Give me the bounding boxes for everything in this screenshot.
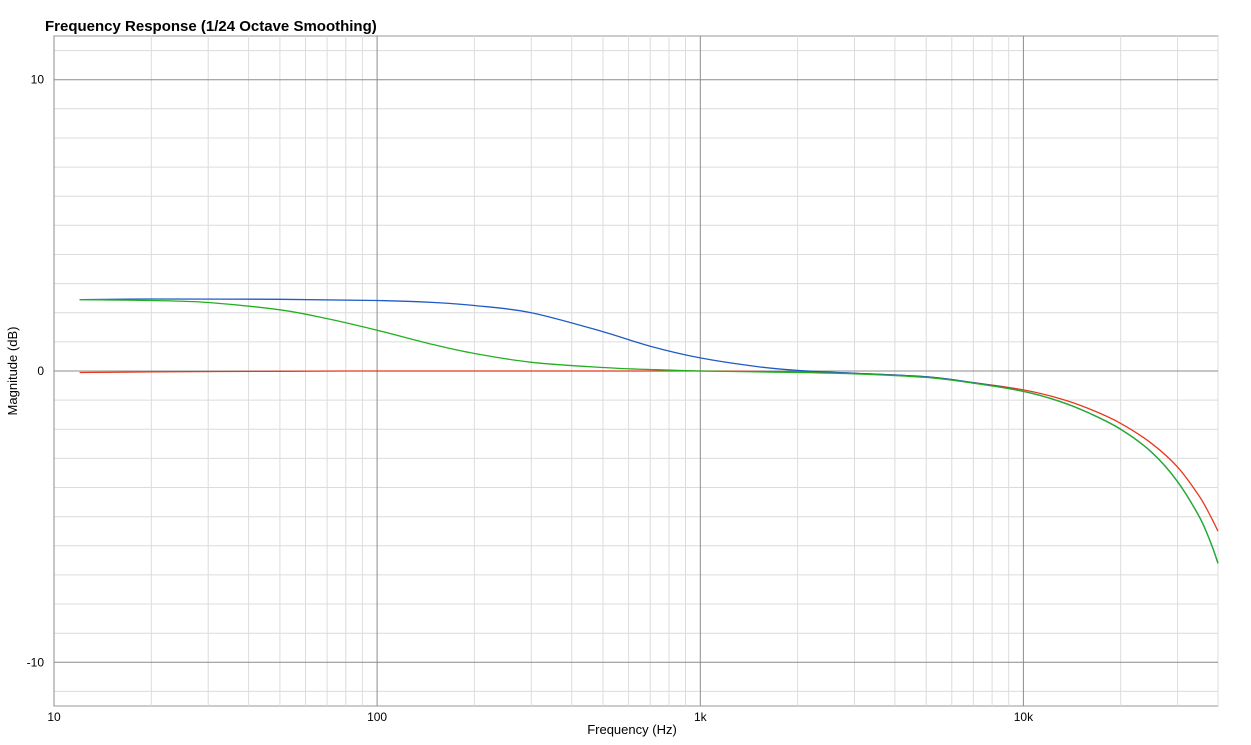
y-axis-ticks: 10 0 -10 (27, 73, 45, 670)
x-tick-label: 1k (694, 710, 708, 724)
x-axis-ticks: 10 100 1k 10k (47, 710, 1034, 724)
x-tick-label: 10 (47, 710, 61, 724)
x-tick-label: 100 (367, 710, 387, 724)
series-line-3 (79, 298, 1219, 564)
x-tick-label: 10k (1014, 710, 1034, 724)
series-lines (79, 298, 1219, 564)
y-tick-label: 0 (37, 364, 44, 378)
y-axis-label: Magnitude (dB) (5, 327, 20, 416)
x-axis-label: Frequency (Hz) (587, 722, 677, 737)
y-tick-label: 10 (31, 73, 45, 87)
chart-title: Frequency Response (1/24 Octave Smoothin… (45, 18, 377, 35)
y-tick-label: -10 (27, 655, 45, 669)
